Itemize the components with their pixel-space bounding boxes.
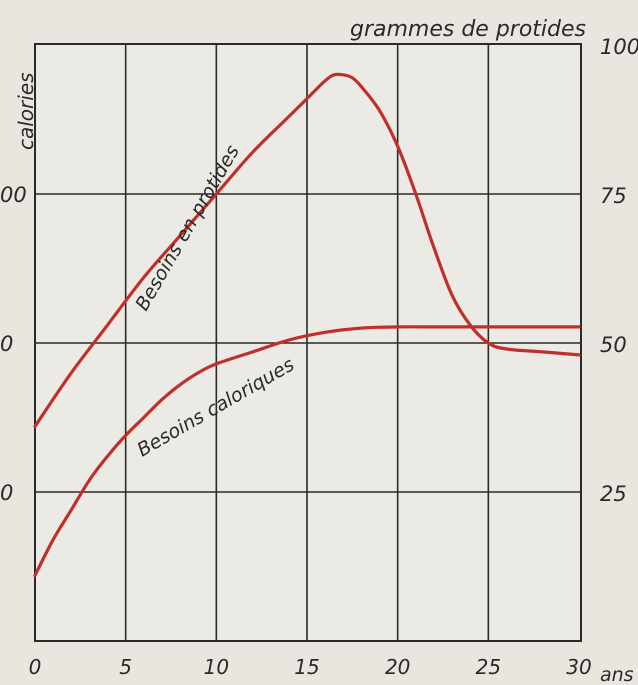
- right-y-tick-labels: 25 50 75 100: [600, 35, 638, 506]
- x-axis-label: ans: [600, 664, 634, 685]
- x-tick-label-30: 30: [566, 655, 591, 679]
- series-layer: [33, 72, 581, 577]
- x-tick-label-20: 20: [385, 655, 410, 679]
- left-y-tick-label-1: 0: [0, 332, 13, 356]
- x-tick-label-25: 25: [476, 655, 501, 679]
- x-tick-labels: 0 5 10 15 20 25 30: [29, 655, 592, 679]
- left-y-axis-label: calories: [14, 72, 38, 150]
- left-y-tick-label-0: 0: [0, 481, 13, 505]
- right-y-tick-label-75: 75: [600, 184, 627, 208]
- right-y-axis-label: grammes de protides: [350, 17, 586, 42]
- series-line-besoins-caloriques: [33, 325, 581, 577]
- x-tick-label-15: 15: [294, 655, 319, 679]
- x-tick-label-5: 5: [119, 655, 132, 679]
- left-y-tick-label-2: 00: [0, 183, 27, 207]
- x-tick-label-10: 10: [204, 655, 229, 679]
- right-y-tick-label-100: 100: [600, 35, 638, 59]
- right-y-tick-label-50: 50: [600, 333, 627, 357]
- x-tick-label-0: 0: [29, 655, 42, 679]
- right-y-tick-label-25: 25: [600, 482, 627, 506]
